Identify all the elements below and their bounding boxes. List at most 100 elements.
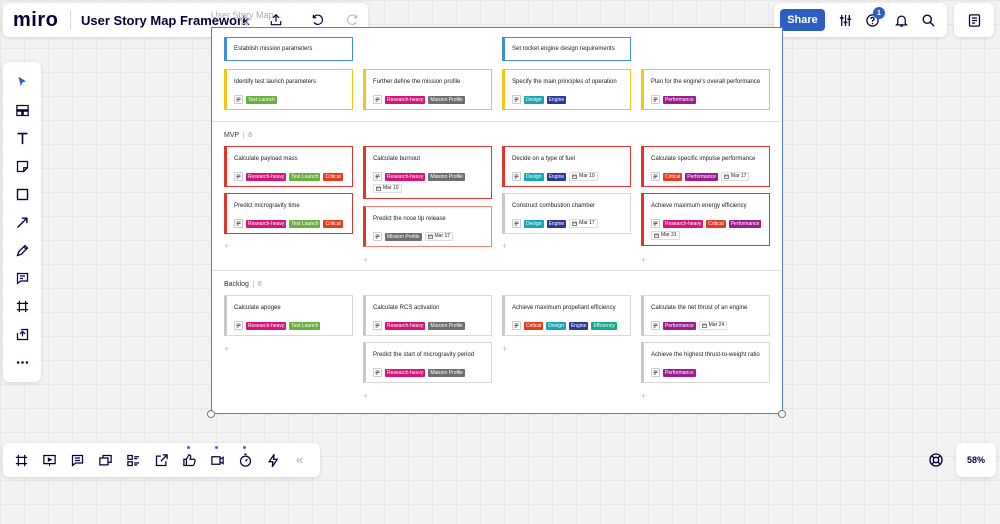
description-icon[interactable] xyxy=(373,321,382,330)
tag-badge[interactable]: Mission Profile xyxy=(428,95,465,104)
share-button[interactable]: Share xyxy=(780,9,825,31)
tag-badge[interactable]: Test Launch xyxy=(289,321,321,330)
tag-badge[interactable]: Research-heavy xyxy=(663,219,704,228)
redo-icon[interactable] xyxy=(342,10,362,30)
description-icon[interactable] xyxy=(512,95,521,104)
story-card[interactable]: Plan for the engine's overall performanc… xyxy=(641,69,770,110)
frame-label[interactable]: User Story Map... xyxy=(211,10,282,20)
tag-badge[interactable]: Research-heavy xyxy=(246,219,287,228)
settings-sliders-icon[interactable] xyxy=(835,10,855,30)
description-icon[interactable] xyxy=(651,95,660,104)
tag-badge[interactable]: Engine xyxy=(546,95,567,104)
templates-icon[interactable] xyxy=(12,100,32,120)
tag-badge[interactable]: Test Launch xyxy=(246,95,277,104)
tag-badge[interactable]: Engine xyxy=(568,321,589,330)
description-icon[interactable] xyxy=(373,232,382,241)
export-icon[interactable] xyxy=(266,10,286,30)
tag-badge[interactable]: Design xyxy=(546,321,566,330)
miro-logo[interactable]: miro xyxy=(13,9,59,31)
chat-icon[interactable] xyxy=(67,450,87,470)
resize-handle[interactable] xyxy=(207,410,215,418)
frames-icon[interactable] xyxy=(11,450,31,470)
due-date[interactable]: Mar 10 xyxy=(569,172,598,181)
story-card[interactable]: Construct combustion chamber Design Engine… xyxy=(502,193,631,234)
story-card[interactable]: Calculate the net thrust of an engine Per… xyxy=(641,295,770,336)
select-cursor-icon[interactable] xyxy=(12,72,32,92)
comment-icon[interactable] xyxy=(12,268,32,288)
timer-icon[interactable] xyxy=(235,450,255,470)
story-card[interactable]: Decide on a type of fuel Design Engine Mar … xyxy=(502,146,631,187)
lightning-icon[interactable] xyxy=(263,450,283,470)
tag-badge[interactable]: Performance xyxy=(728,219,762,228)
tag-badge[interactable]: Research-heavy xyxy=(246,321,287,330)
star-icon[interactable] xyxy=(234,10,254,30)
story-card[interactable]: Achieve maximum energy efficiency Researc… xyxy=(641,193,770,246)
add-card-icon[interactable]: + xyxy=(224,344,230,354)
bell-icon[interactable] xyxy=(891,10,911,30)
story-card[interactable]: Predict the start of microgravity period… xyxy=(363,342,492,383)
tag-badge[interactable]: Test Launch xyxy=(289,219,321,228)
description-icon[interactable] xyxy=(373,368,382,377)
description-icon[interactable] xyxy=(512,321,521,330)
tag-badge[interactable]: Critical xyxy=(524,321,544,330)
undo-icon[interactable] xyxy=(308,10,328,30)
tag-badge[interactable]: Efficiency xyxy=(591,321,617,330)
description-icon[interactable] xyxy=(651,219,660,228)
story-card[interactable]: Calculate burnout Research-heavy Mission P… xyxy=(363,146,492,199)
tag-badge[interactable]: Mission Profile xyxy=(428,172,465,181)
add-card-icon[interactable]: + xyxy=(502,241,508,251)
add-card-icon[interactable]: + xyxy=(363,391,369,401)
external-link-icon[interactable] xyxy=(151,450,171,470)
add-card-icon[interactable]: + xyxy=(641,391,647,401)
due-date[interactable]: Mar 17 xyxy=(720,172,750,181)
tag-badge[interactable]: Engine xyxy=(546,172,567,181)
story-card[interactable]: Predict the nose tip release Mission Prof… xyxy=(363,206,492,247)
story-card[interactable]: Calculate RCS activation Research-heavy Mi… xyxy=(363,295,492,336)
add-card-icon[interactable]: + xyxy=(363,255,369,265)
frame-icon[interactable] xyxy=(12,296,32,316)
add-card-icon[interactable]: + xyxy=(224,241,230,251)
add-card-icon[interactable]: + xyxy=(641,255,647,265)
story-card[interactable]: Further define the mission profile Resear… xyxy=(363,69,492,110)
story-card[interactable]: Calculate payload mass Research-heavy Test… xyxy=(224,146,353,187)
description-icon[interactable] xyxy=(234,321,243,330)
tag-badge[interactable]: Design xyxy=(524,172,544,181)
due-date[interactable]: Mar 24 xyxy=(698,321,728,330)
description-icon[interactable] xyxy=(512,172,521,181)
story-card[interactable]: Achieve the highest thrust-to-weight rat… xyxy=(641,342,770,383)
description-icon[interactable] xyxy=(234,219,243,228)
tag-badge[interactable]: Research-heavy xyxy=(385,95,426,104)
due-date[interactable]: Mar 17 xyxy=(569,219,598,228)
upload-icon[interactable] xyxy=(12,324,32,344)
story-card[interactable]: Identify test launch parameters Test Laun… xyxy=(224,69,353,110)
tag-badge[interactable]: Research-heavy xyxy=(385,172,426,181)
zoom-level[interactable]: 58% xyxy=(966,455,985,465)
tag-badge[interactable]: Research-heavy xyxy=(385,321,426,330)
tag-badge[interactable]: Performance xyxy=(663,368,696,377)
connection-line-icon[interactable] xyxy=(12,212,32,232)
tag-badge[interactable]: Mission Profile xyxy=(385,232,422,241)
sticky-note-icon[interactable] xyxy=(12,156,32,176)
shape-icon[interactable] xyxy=(12,184,32,204)
pen-icon[interactable] xyxy=(12,240,32,260)
tag-badge[interactable]: Engine xyxy=(546,219,567,228)
tag-badge[interactable]: Mission Profile xyxy=(428,368,465,377)
tag-badge[interactable]: Test Launch xyxy=(289,172,321,181)
story-card[interactable]: Calculate apogee Research-heavy Test Launc… xyxy=(224,295,353,336)
tag-badge[interactable]: Performance xyxy=(663,95,696,104)
tag-badge[interactable]: Critical xyxy=(663,172,683,181)
screen-share-icon[interactable] xyxy=(95,450,115,470)
due-date[interactable]: Mar 10 xyxy=(373,184,402,193)
tag-badge[interactable]: Performance xyxy=(685,172,718,181)
card-list-icon[interactable] xyxy=(123,450,143,470)
description-icon[interactable] xyxy=(373,95,382,104)
tag-badge[interactable]: Critical xyxy=(706,219,726,228)
resize-handle[interactable] xyxy=(778,410,786,418)
more-icon[interactable] xyxy=(12,352,32,372)
description-icon[interactable] xyxy=(234,95,243,104)
tag-badge[interactable]: Critical xyxy=(323,172,343,181)
add-card-icon[interactable]: + xyxy=(502,344,508,354)
collapse-toolbar-button[interactable]: « xyxy=(296,452,304,467)
description-icon[interactable] xyxy=(373,172,382,181)
story-card[interactable]: Predict microgravity time Research-heavy T… xyxy=(224,193,353,234)
